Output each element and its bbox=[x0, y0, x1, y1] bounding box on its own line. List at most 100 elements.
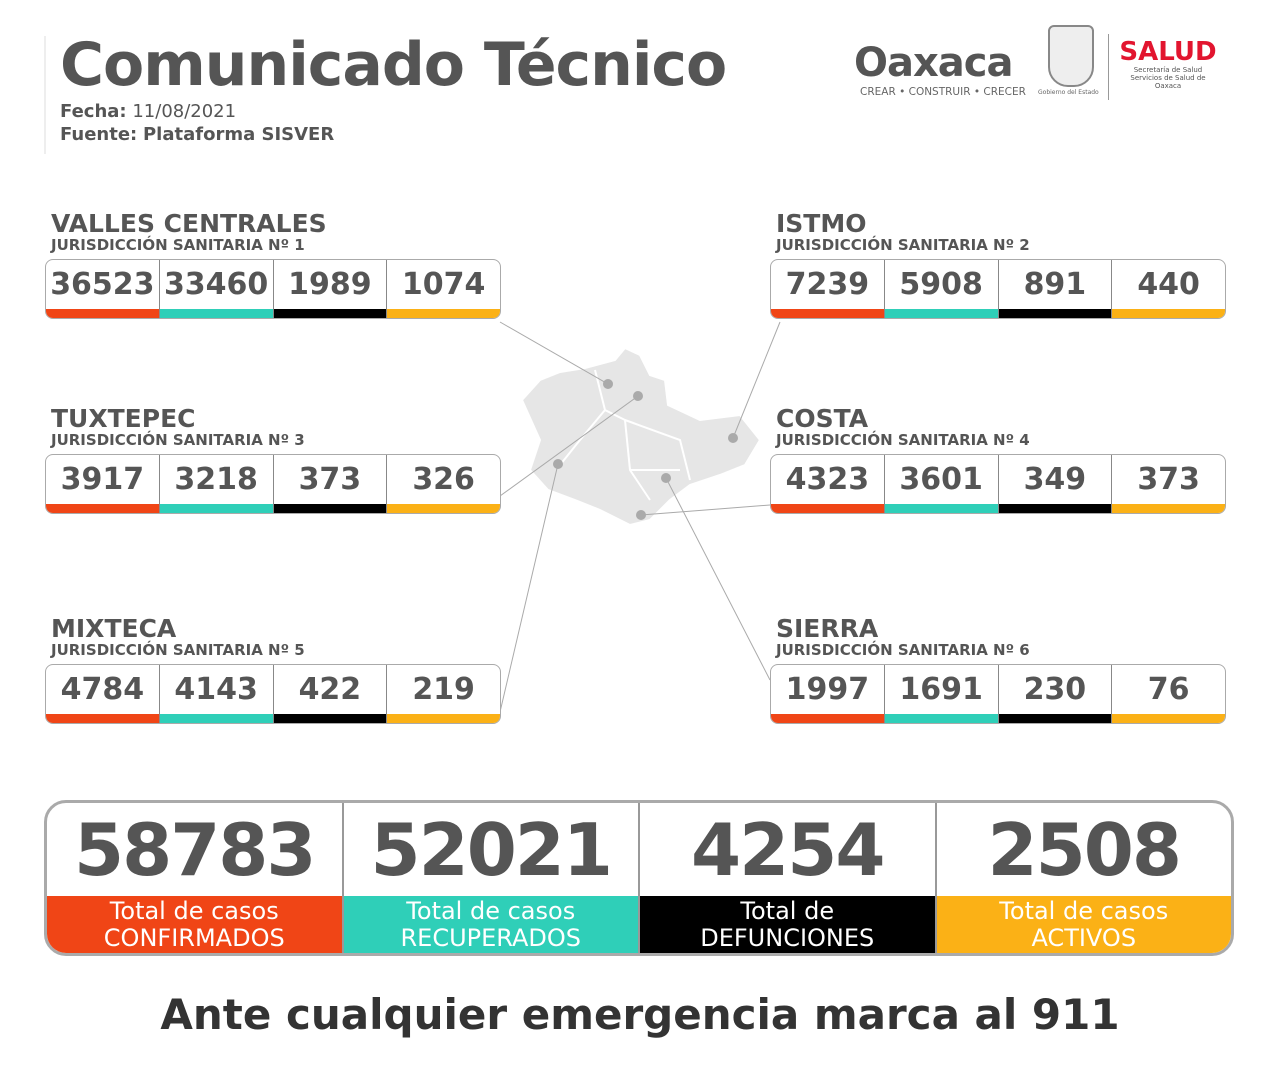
stat-value: 326 bbox=[412, 462, 475, 497]
source-label: Fuente: bbox=[60, 124, 138, 145]
color-bar bbox=[159, 309, 273, 318]
color-bar bbox=[46, 714, 159, 723]
region-stats: 4323 3601 349 373 bbox=[770, 454, 1226, 514]
stat-confirmados: 4323 bbox=[771, 455, 885, 513]
logo-divider bbox=[1108, 34, 1109, 100]
region-name: MIXTECA bbox=[51, 614, 177, 643]
color-bar bbox=[771, 714, 884, 723]
total-value: 4254 bbox=[691, 807, 885, 892]
stat-activos: 76 bbox=[1112, 665, 1225, 723]
color-bar bbox=[998, 309, 1112, 318]
total-label-line1: Total de casos bbox=[406, 896, 576, 925]
map-dot bbox=[633, 391, 643, 401]
stat-value: 1691 bbox=[899, 672, 983, 707]
region-costa: COSTA JURISDICCIÓN SANITARIA Nº 4 4323 3601… bbox=[770, 406, 1226, 514]
map-dot bbox=[728, 433, 738, 443]
stat-value: 4784 bbox=[60, 672, 145, 707]
region-stats: 36523 33460 1989 1074 bbox=[45, 259, 501, 319]
stat-confirmados: 36523 bbox=[46, 260, 160, 318]
total-label-line2: RECUPERADOS bbox=[400, 923, 582, 952]
salud-sub2: Servicios de Salud de Oaxaca bbox=[1130, 74, 1206, 90]
stat-recuperados: 1691 bbox=[884, 665, 999, 723]
color-bar bbox=[884, 714, 998, 723]
stat-defunciones: 230 bbox=[998, 665, 1113, 723]
region-valles-centrales: VALLES CENTRALES JURISDICCIÓN SANITARIA N… bbox=[45, 211, 501, 319]
total-label: Total de casos RECUPERADOS bbox=[343, 896, 638, 953]
region-subtitle: JURISDICCIÓN SANITARIA Nº 6 bbox=[776, 641, 1030, 659]
region-tuxtepec: TUXTEPEC JURISDICCIÓN SANITARIA Nº 3 3917 3… bbox=[45, 406, 501, 514]
total-label-line1: Total de casos bbox=[109, 896, 279, 925]
region-name: COSTA bbox=[776, 404, 869, 433]
region-stats: 7239 5908 891 440 bbox=[770, 259, 1226, 319]
color-bar bbox=[273, 309, 387, 318]
salud-text: SALUD bbox=[1119, 37, 1217, 67]
color-bar bbox=[884, 504, 998, 513]
color-bar bbox=[771, 504, 884, 513]
total-label: Total de casos CONFIRMADOS bbox=[47, 896, 342, 953]
stat-activos: 373 bbox=[1112, 455, 1225, 513]
stat-value: 373 bbox=[298, 462, 362, 497]
region-subtitle: JURISDICCIÓN SANITARIA Nº 4 bbox=[776, 431, 1030, 449]
stat-value: 3218 bbox=[174, 462, 258, 497]
stat-recuperados: 33460 bbox=[159, 260, 274, 318]
region-stats: 1997 1691 230 76 bbox=[770, 664, 1226, 724]
color-bar bbox=[1112, 504, 1225, 513]
color-bar bbox=[387, 309, 500, 318]
stat-value: 1989 bbox=[288, 267, 372, 302]
stat-value: 4143 bbox=[174, 672, 258, 707]
oaxaca-logo-text: Oaxaca bbox=[854, 40, 1013, 86]
total-activos: 2508 Total de casos ACTIVOS bbox=[936, 803, 1231, 953]
total-value: 2508 bbox=[987, 807, 1182, 892]
stat-defunciones: 1989 bbox=[273, 260, 388, 318]
region-subtitle: JURISDICCIÓN SANITARIA Nº 5 bbox=[51, 641, 305, 659]
salud-sub1: Secretaría de Salud bbox=[1133, 66, 1203, 74]
stat-value: 373 bbox=[1137, 462, 1200, 497]
stat-recuperados: 5908 bbox=[884, 260, 999, 318]
region-sierra: SIERRA JURISDICCIÓN SANITARIA Nº 6 1997 169… bbox=[770, 616, 1226, 724]
region-subtitle: JURISDICCIÓN SANITARIA Nº 1 bbox=[51, 236, 305, 254]
stat-defunciones: 422 bbox=[273, 665, 388, 723]
color-bar bbox=[159, 714, 273, 723]
stat-activos: 326 bbox=[387, 455, 500, 513]
stat-activos: 219 bbox=[387, 665, 500, 723]
date-line: Fecha: 11/08/2021 bbox=[60, 101, 236, 122]
oaxaca-tagline: CREAR • CONSTRUIR • CRECER bbox=[860, 86, 1026, 98]
total-label: Total de DEFUNCIONES bbox=[640, 896, 935, 953]
region-istmo: ISTMO JURISDICCIÓN SANITARIA Nº 2 7239 5908… bbox=[770, 211, 1226, 319]
region-subtitle: JURISDICCIÓN SANITARIA Nº 2 bbox=[776, 236, 1030, 254]
total-recuperados: 52021 Total de casos RECUPERADOS bbox=[343, 803, 640, 953]
map-dot bbox=[553, 459, 563, 469]
total-label-line1: Total de casos bbox=[999, 896, 1169, 925]
stat-activos: 440 bbox=[1112, 260, 1225, 318]
source-value: Plataforma SISVER bbox=[142, 124, 335, 145]
color-bar bbox=[46, 309, 159, 318]
total-label-line2: CONFIRMADOS bbox=[103, 923, 285, 952]
stat-confirmados: 3917 bbox=[46, 455, 160, 513]
region-stats: 4784 4143 422 219 bbox=[45, 664, 501, 724]
color-bar bbox=[1112, 714, 1225, 723]
map-dot bbox=[661, 473, 671, 483]
stat-value: 7239 bbox=[785, 267, 870, 302]
color-bar bbox=[159, 504, 273, 513]
stat-value: 5908 bbox=[899, 267, 983, 302]
totals-panel: 58783 Total de casos CONFIRMADOS 52021 Total… bbox=[44, 800, 1234, 956]
color-bar bbox=[884, 309, 998, 318]
stat-value: 349 bbox=[1023, 462, 1087, 497]
total-label: Total de casos ACTIVOS bbox=[936, 896, 1231, 953]
stat-value: 422 bbox=[298, 672, 362, 707]
stat-value: 36523 bbox=[50, 267, 155, 302]
stat-activos: 1074 bbox=[387, 260, 500, 318]
color-bar bbox=[273, 714, 387, 723]
color-bar bbox=[998, 504, 1112, 513]
stat-recuperados: 3601 bbox=[884, 455, 999, 513]
region-name: TUXTEPEC bbox=[51, 404, 196, 433]
region-mixteca: MIXTECA JURISDICCIÓN SANITARIA Nº 5 4784 41… bbox=[45, 616, 501, 724]
map-shape bbox=[520, 346, 762, 527]
stat-value: 1997 bbox=[785, 672, 870, 707]
total-label-line1: Total de bbox=[740, 896, 835, 925]
coat-of-arms-icon bbox=[1048, 25, 1094, 87]
stat-value: 33460 bbox=[163, 267, 269, 302]
color-bar bbox=[273, 504, 387, 513]
stat-defunciones: 891 bbox=[998, 260, 1113, 318]
page-title: Comunicado Técnico bbox=[60, 30, 727, 100]
